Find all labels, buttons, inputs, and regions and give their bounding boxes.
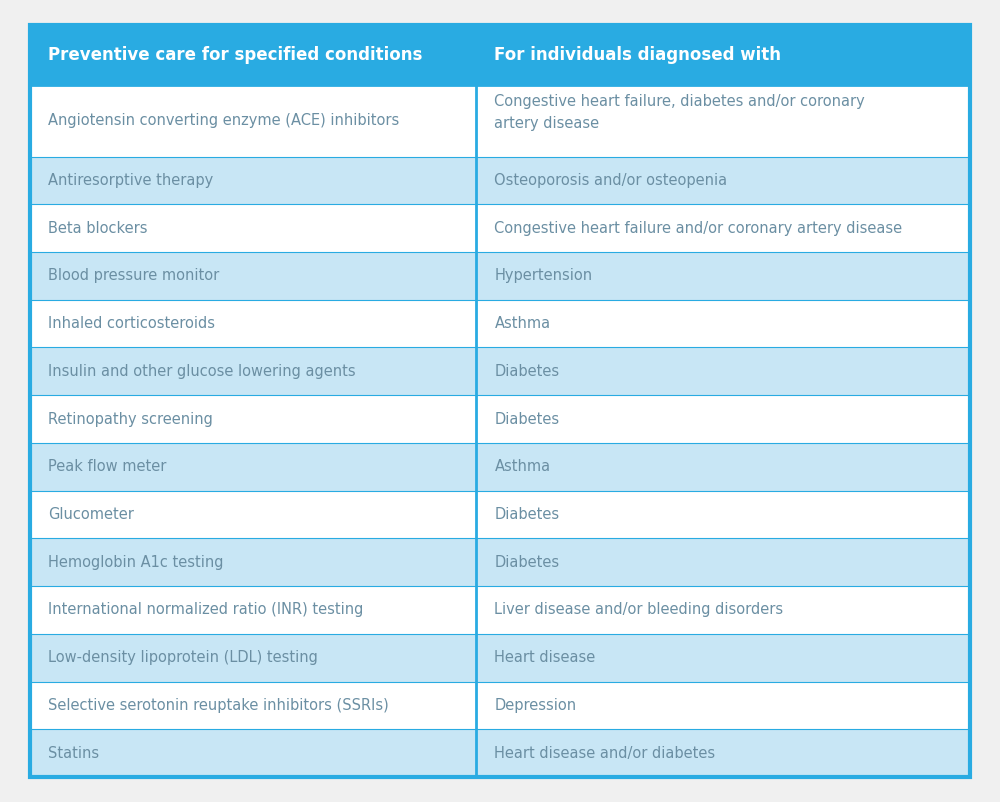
Text: Low-density lipoprotein (LDL) testing: Low-density lipoprotein (LDL) testing <box>48 650 318 665</box>
Text: Heart disease: Heart disease <box>494 650 596 665</box>
Bar <box>30 395 476 443</box>
Text: Preventive care for specified conditions: Preventive care for specified conditions <box>48 46 422 64</box>
Text: Blood pressure monitor: Blood pressure monitor <box>48 269 219 283</box>
Bar <box>476 156 970 205</box>
Bar <box>30 300 476 347</box>
Text: Glucometer: Glucometer <box>48 507 134 522</box>
Bar <box>30 538 476 586</box>
Text: Hypertension: Hypertension <box>494 269 593 283</box>
Bar <box>476 538 970 586</box>
Text: Congestive heart failure and/or coronary artery disease: Congestive heart failure and/or coronary… <box>494 221 903 236</box>
Text: Asthma: Asthma <box>494 460 551 474</box>
Bar <box>30 205 476 252</box>
Bar <box>30 156 476 205</box>
Text: Diabetes: Diabetes <box>494 411 560 427</box>
Bar <box>30 682 476 729</box>
Text: International normalized ratio (INR) testing: International normalized ratio (INR) tes… <box>48 602 363 618</box>
Text: Heart disease and/or diabetes: Heart disease and/or diabetes <box>494 746 716 760</box>
Text: Osteoporosis and/or osteopenia: Osteoporosis and/or osteopenia <box>494 173 728 188</box>
Bar <box>476 586 970 634</box>
Bar <box>476 347 970 395</box>
Bar <box>30 25 476 85</box>
Bar <box>476 443 970 491</box>
Text: Insulin and other glucose lowering agents: Insulin and other glucose lowering agent… <box>48 364 356 379</box>
Bar <box>476 634 970 682</box>
Text: Hemoglobin A1c testing: Hemoglobin A1c testing <box>48 555 224 569</box>
Text: Diabetes: Diabetes <box>494 507 560 522</box>
Bar <box>476 491 970 538</box>
Bar <box>476 682 970 729</box>
Text: Diabetes: Diabetes <box>494 364 560 379</box>
Text: Angiotensin converting enzyme (ACE) inhibitors: Angiotensin converting enzyme (ACE) inhi… <box>48 113 399 128</box>
Text: Selective serotonin reuptake inhibitors (SSRIs): Selective serotonin reuptake inhibitors … <box>48 698 389 713</box>
Text: Retinopathy screening: Retinopathy screening <box>48 411 213 427</box>
Text: Statins: Statins <box>48 746 99 760</box>
Bar <box>30 347 476 395</box>
Bar <box>476 25 970 85</box>
Text: Inhaled corticosteroids: Inhaled corticosteroids <box>48 316 215 331</box>
Text: Congestive heart failure, diabetes and/or coronary
artery disease: Congestive heart failure, diabetes and/o… <box>494 94 865 131</box>
Bar <box>476 85 970 156</box>
Text: Beta blockers: Beta blockers <box>48 221 148 236</box>
Text: Diabetes: Diabetes <box>494 555 560 569</box>
Text: Depression: Depression <box>494 698 577 713</box>
Bar <box>476 252 970 300</box>
Text: Asthma: Asthma <box>494 316 551 331</box>
Bar <box>30 729 476 777</box>
Text: Liver disease and/or bleeding disorders: Liver disease and/or bleeding disorders <box>494 602 784 618</box>
Bar <box>476 729 970 777</box>
Bar <box>30 586 476 634</box>
Text: Peak flow meter: Peak flow meter <box>48 460 166 474</box>
Bar <box>476 395 970 443</box>
Bar <box>476 300 970 347</box>
Bar <box>476 205 970 252</box>
Bar <box>30 634 476 682</box>
Text: For individuals diagnosed with: For individuals diagnosed with <box>494 46 781 64</box>
Bar <box>30 252 476 300</box>
Bar <box>30 85 476 156</box>
Text: Antiresorptive therapy: Antiresorptive therapy <box>48 173 213 188</box>
Bar <box>30 443 476 491</box>
Bar <box>30 491 476 538</box>
